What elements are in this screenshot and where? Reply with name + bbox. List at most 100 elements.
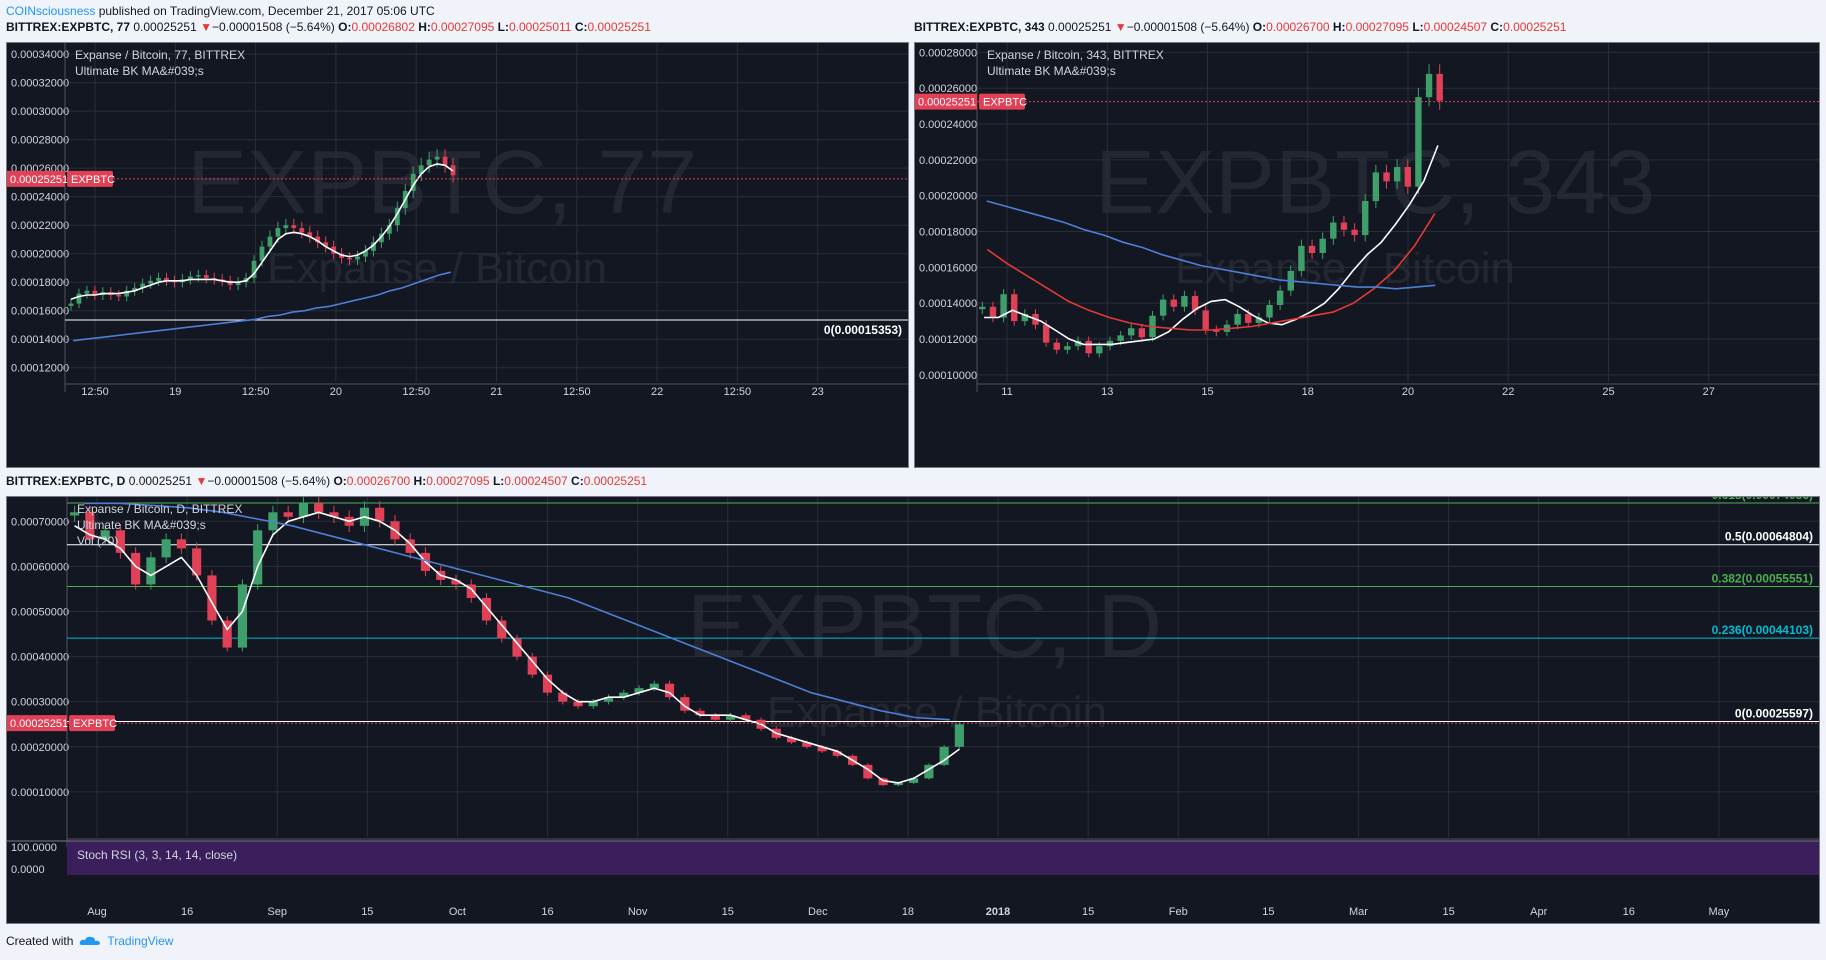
y-tick-label: 0.00014000 [11,334,69,346]
author-link[interactable]: COINsciousness [6,4,96,18]
watermark-subtext: Expanse / Bitcoin [267,244,607,293]
candle-body [1276,290,1284,305]
candle-body [989,306,997,318]
candle-body [619,692,629,698]
candle-body [299,228,305,233]
candle-body [195,275,201,277]
candle-body [161,539,171,558]
price-change: −0.00001508 (−5.64%) [1126,20,1250,34]
candle-body [1436,73,1443,101]
candle-body [131,552,141,585]
candle-body [259,246,265,261]
candle-body [588,701,598,707]
candle-body [148,280,153,284]
candle-body [315,236,321,243]
watermark-text: EXPBTC, 77 [187,133,697,233]
candle-body [314,503,324,513]
chart1-canvas[interactable]: 0.00034000 0.00032000 0.00030000 0.00028000… [7,43,908,467]
x-tick-label: 15 [361,906,373,918]
y-tick-label: 0.00020000 [11,249,69,261]
candle-body [451,579,461,585]
y-tick-label: 0.00060000 [11,561,69,573]
candle-body [115,530,125,553]
fib-level-label: 0.5(0.00064804) [1725,530,1813,544]
candle-body [442,156,448,166]
candle-body [251,260,257,278]
candle-body [235,282,241,286]
candle-body [363,250,368,257]
chart-background [7,43,908,467]
candle-body [379,233,384,243]
chart3-panel[interactable]: 0.00070000 0.00060000 0.00050000 0.00040000… [6,488,1820,924]
close-value: 0.00025251 [583,474,648,488]
y-tick-label: 0.00014000 [919,298,977,310]
chart2-canvas[interactable]: 0.00028000 0.00026000 0.00024000 0.00022000… [915,43,1819,467]
publish-text: published on TradingView.com, December 2… [95,4,435,18]
candle-body [817,746,827,752]
candle-body [375,507,385,522]
candle-body [1404,167,1411,187]
x-tick-label: Feb [1169,906,1188,918]
chart1-panel[interactable]: 0.00034000 0.00032000 0.00030000 0.00028000… [6,42,909,468]
candle-body [1298,245,1305,271]
candle-body [1266,304,1273,318]
open-value: 0.00026700 [346,474,411,488]
candle-body [207,575,217,621]
stoch-tick-label: 100.0000 [11,842,57,854]
chart3-canvas[interactable]: 0.00070000 0.00060000 0.00050000 0.00040000… [7,488,1819,923]
x-tick-label: Aug [87,906,107,918]
candle-body [710,715,720,720]
candle-body [132,287,138,291]
y-tick-label: 0.00050000 [11,606,69,618]
candle-body [84,290,90,294]
low-value: 0.00024507 [1423,20,1488,34]
candle-body [741,715,751,720]
candle-body [1074,340,1082,347]
candle-body [140,283,145,288]
x-tick-label: May [1709,906,1730,918]
y-tick-label: 0.00012000 [919,334,977,346]
level-label: 0(0.00015353) [824,323,902,337]
volume-label: Vol (20) [77,534,118,548]
candle-body [832,751,842,756]
y-tick-label: 0.00032000 [11,78,69,90]
x-tick-label: 22 [1502,386,1514,398]
candle-body [347,257,352,260]
candle-body [787,737,797,743]
x-tick-label: 16 [181,906,193,918]
x-tick-label: 12:50 [563,386,591,398]
candle-body [878,778,888,786]
candle-body [1159,299,1167,316]
candle-body [1106,340,1114,347]
candle-body [283,512,293,517]
candle-body [434,156,440,160]
symbol-label: BITTREX:EXPBTC, D [6,474,126,488]
close-value: 0.00025251 [587,20,651,34]
chart2-panel[interactable]: 0.00028000 0.00026000 0.00024000 0.00022000… [914,42,1820,468]
close-value: 0.00025251 [1503,20,1567,34]
x-tick-label: 12:50 [402,386,430,398]
price-tag: 0.00025251 [10,174,68,186]
candle-body [802,742,812,747]
candle-body [418,165,424,174]
tradingview-link[interactable]: TradingView [107,934,174,948]
symbol-tag: EXPBTC [983,97,1027,109]
candle-body [298,503,309,517]
candle-body [355,256,360,260]
x-tick-label: 15 [1082,906,1094,918]
x-tick-label: Dec [808,906,828,918]
x-tick-label: 18 [1302,386,1314,398]
candle-body [649,683,659,689]
candle-body [291,225,297,229]
symbol-tag-bg [979,93,1025,110]
candle-body [979,306,986,310]
y-tick-label: 0.00010000 [11,787,69,799]
candle-body [1340,222,1348,230]
x-tick-label: Nov [628,906,648,918]
candle-body [1255,317,1263,323]
x-tick-label: 16 [1623,906,1635,918]
candle-body [603,697,614,702]
x-tick-label: 25 [1602,386,1614,398]
candle-body [1064,346,1071,350]
candle-body [863,764,873,779]
